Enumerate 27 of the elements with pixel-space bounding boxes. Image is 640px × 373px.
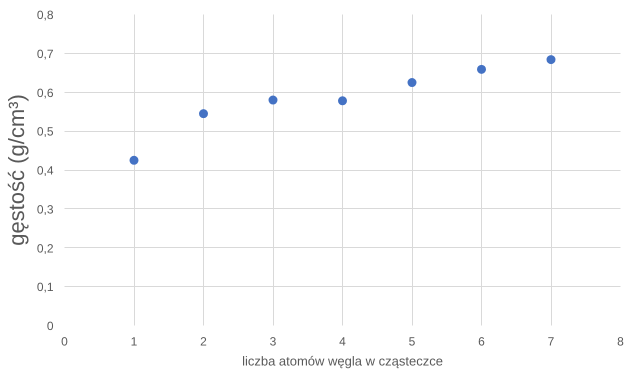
y-tick-label: 0 [46,319,54,333]
point [546,55,556,64]
y-tick-label: 0,7 [36,46,54,61]
x-tick-label: 5 [408,334,416,348]
point [408,78,416,88]
x-tick-label: 2 [200,334,208,348]
y-tick-label: 0,4 [36,164,54,178]
y-tick-label: 0,8 [36,8,54,22]
y-tick-label: 0,1 [36,280,54,294]
y-tick-label: 0,5 [36,124,54,139]
point [338,96,347,106]
y-tick-label: 0,3 [36,202,54,216]
point [268,96,278,105]
y-tick-label: 0,2 [36,241,54,256]
y-axis-title: gęstość (g/cm³) [4,94,29,246]
x-tick-label: 3 [270,334,277,348]
y-tick-label: 0,6 [36,86,54,100]
point [477,64,486,74]
x-axis-title: liczba atomów węgla w cząsteczce [242,354,443,368]
point [199,109,208,118]
x-tick-label: 8 [617,334,624,348]
x-tick-label: 6 [478,334,486,348]
point [130,156,138,165]
x-tick-label: 7 [548,334,555,348]
x-tick-label: 4 [339,334,346,348]
x-tick-label: 0 [61,334,68,348]
x-tick-label: 1 [130,334,138,348]
